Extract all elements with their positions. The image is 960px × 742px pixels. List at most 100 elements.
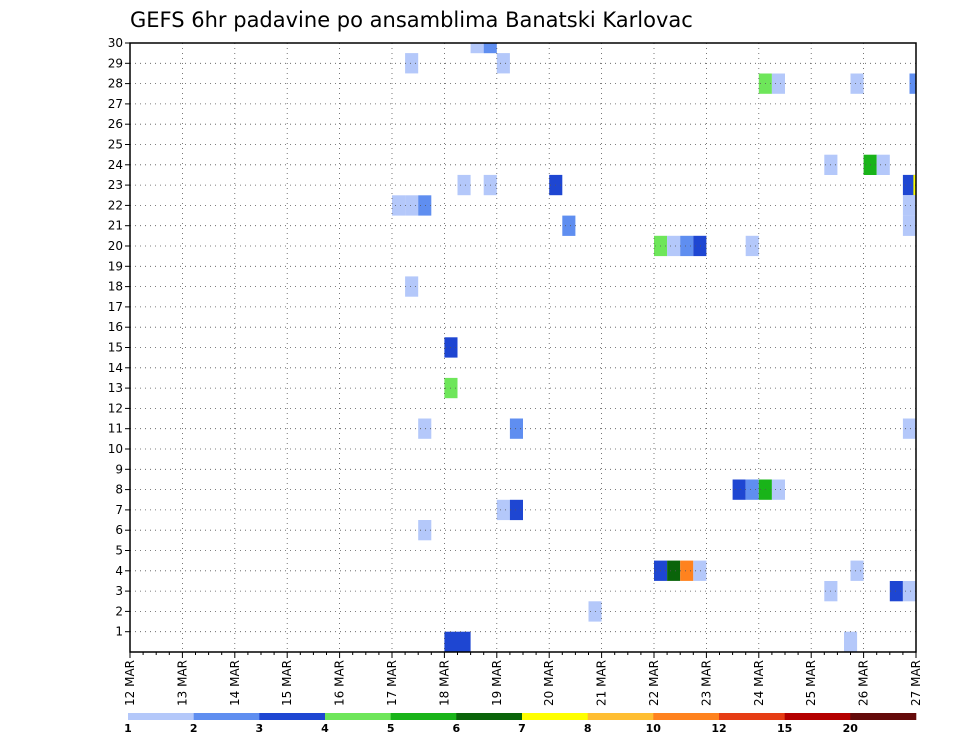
y-tick-label: 17: [108, 300, 123, 314]
precip-cell: [457, 174, 471, 196]
plot-grid: [130, 42, 916, 652]
x-tick-label: 19 MAR: [490, 660, 504, 706]
precip-cell: [902, 174, 916, 196]
y-tick-label: 14: [108, 361, 123, 375]
x-tick-label: 12 MAR: [123, 660, 137, 706]
x-tick-label: 16 MAR: [333, 660, 347, 706]
colorbar-swatch: [653, 713, 720, 720]
x-axis: 12 MAR 13 MAR 14 MAR 15 MAR 16 MAR 17 MAR 18 M…: [123, 652, 923, 706]
precip-cell: [771, 479, 785, 500]
y-tick-label: 19: [108, 259, 123, 273]
colorbar-swatch: [193, 713, 260, 720]
colorbar-swatch: [456, 713, 523, 720]
precip-cell: [902, 195, 916, 216]
colorbar-label: 20: [843, 722, 859, 735]
colorbar-label: 12: [711, 722, 726, 735]
y-tick-label: 16: [108, 320, 123, 334]
colorbar-label: 1: [124, 722, 132, 735]
colorbar-label: 6: [452, 722, 460, 735]
colorbar-swatch: [850, 713, 917, 720]
y-tick-label: 1: [115, 625, 123, 639]
precip-cell: [913, 174, 916, 196]
precip-cell: [418, 418, 432, 439]
precip-cell: [667, 560, 681, 581]
x-tick-label: 26 MAR: [857, 660, 871, 706]
colorbar-label: 10: [646, 722, 662, 735]
y-tick-label: 8: [115, 483, 123, 497]
y-tick-label: 2: [115, 604, 123, 618]
x-tick-label: 15 MAR: [280, 660, 294, 706]
y-tick-label: 25: [108, 138, 123, 152]
colorbar-swatch: [390, 713, 457, 720]
y-tick-label: 27: [108, 97, 123, 111]
y-tick-label: 4: [115, 564, 123, 578]
colorbar-label: 4: [321, 722, 329, 735]
precip-cell: [444, 631, 458, 652]
colorbar-label: 7: [518, 722, 526, 735]
colorbar-swatch: [719, 713, 785, 720]
precip-cell: [902, 215, 916, 236]
x-tick-label: 14 MAR: [228, 660, 242, 706]
y-tick-label: 7: [115, 503, 123, 517]
y-tick-label: 15: [108, 341, 123, 355]
x-tick-label: 22 MAR: [647, 660, 661, 706]
y-tick-label: 11: [108, 422, 123, 436]
precip-cell: [745, 235, 759, 257]
colorbar-swatch: [259, 713, 326, 720]
precip-cell: [562, 215, 576, 236]
precip-cell: [889, 581, 903, 602]
precip-cell: [509, 499, 523, 521]
precip-cell: [732, 479, 746, 500]
y-tick-label: 10: [108, 442, 123, 456]
precip-cell: [680, 560, 694, 581]
precip-cell: [470, 43, 484, 54]
precip-cell: [457, 631, 471, 652]
x-tick-label: 17 MAR: [385, 660, 399, 706]
precip-cell: [850, 560, 864, 581]
y-tick-label: 9: [115, 462, 123, 476]
y-tick-label: 26: [108, 117, 123, 131]
precip-cell: [909, 73, 916, 94]
colorbar-label: 3: [255, 722, 263, 735]
precip-cell: [693, 235, 707, 257]
precip-cell: [902, 418, 916, 439]
chart-title: GEFS 6hr padavine po ansamblima Banatski…: [130, 8, 693, 32]
precip-cell: [844, 631, 858, 652]
x-tick-label: 24 MAR: [752, 660, 766, 706]
plot-frame: [129, 42, 917, 653]
precip-cell: [771, 73, 785, 94]
y-tick-label: 29: [108, 56, 123, 70]
colorbar-swatch: [587, 713, 654, 720]
y-tick-label: 3: [115, 584, 123, 598]
colorbar-label: 8: [584, 722, 592, 735]
colorbar-swatch: [325, 713, 391, 720]
y-tick-label: 5: [115, 544, 123, 558]
colorbar-swatch: [522, 713, 588, 720]
y-tick-label: 20: [108, 239, 123, 253]
precip-cell: [392, 195, 406, 216]
y-tick-label: 23: [108, 178, 123, 192]
y-axis: 1234567891011121314151617181920212223242…: [108, 36, 130, 639]
colorbar: 1 2 3 4 5 6 7 8 10 12 15 20: [124, 713, 917, 735]
precip-cell: [667, 235, 681, 257]
y-tick-label: 12: [108, 401, 123, 415]
y-tick-label: 24: [108, 158, 123, 172]
precip-cell: [509, 418, 523, 439]
x-tick-label: 18 MAR: [437, 660, 451, 706]
x-tick-label: 20 MAR: [542, 660, 556, 706]
precip-cell: [418, 520, 432, 541]
colorbar-label: 5: [387, 722, 395, 735]
colorbar-label: 2: [190, 722, 198, 735]
y-tick-label: 21: [108, 219, 123, 233]
precip-cell: [850, 73, 864, 94]
y-tick-label: 13: [108, 381, 123, 395]
y-tick-label: 22: [108, 198, 123, 212]
colorbar-swatch: [784, 713, 851, 720]
precip-cell: [680, 235, 694, 257]
precip-cell: [405, 53, 419, 74]
x-tick-label: 13 MAR: [175, 660, 189, 706]
precip-cell: [405, 276, 419, 297]
y-tick-label: 30: [108, 36, 123, 50]
precip-cell: [876, 154, 890, 175]
